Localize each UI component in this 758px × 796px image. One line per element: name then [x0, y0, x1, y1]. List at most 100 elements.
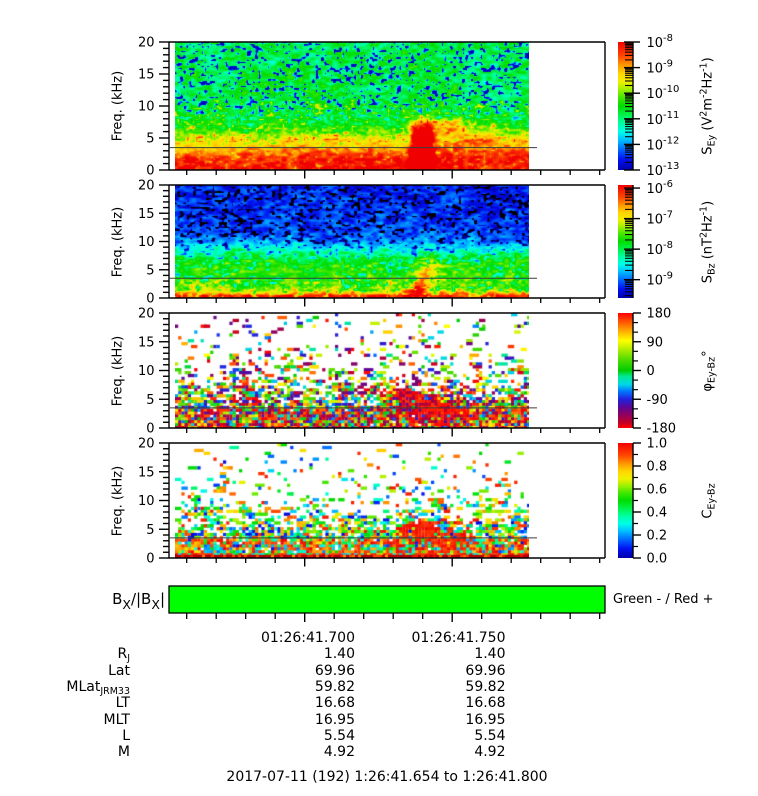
ephemeris-value: 5.54: [474, 728, 506, 745]
text-segment: C: [700, 508, 716, 519]
text-segment: MLT: [103, 711, 130, 728]
text-superscript: 2: [698, 231, 710, 238]
text-subscript: JRM33: [100, 686, 130, 697]
text-segment: Lat: [108, 662, 130, 679]
freq-tick-label: 20: [138, 36, 155, 51]
footer-date-range: 2017-07-11 (192) 1:26:41.654 to 1:26:41.…: [226, 769, 548, 785]
ephemeris-value: 16.68: [314, 695, 355, 712]
colorbar-tick-label: 10-6: [647, 179, 674, 197]
colorbar-tick-label: 10-12: [647, 135, 680, 153]
ephemeris-value: 59.82: [465, 679, 506, 695]
colorbar-phase: [618, 313, 633, 428]
freq-tick-label: 20: [138, 307, 155, 322]
text-segment: S: [700, 146, 716, 155]
freq-tick-label: 20: [138, 179, 155, 194]
colorbar-unit-label-coh: CEy-Bz: [700, 482, 718, 519]
bx-bar-legend: Green - / Red +: [613, 591, 714, 607]
text-segment: S: [700, 274, 716, 283]
y-axis-title: Freq. (kHz): [110, 335, 126, 406]
freq-tick-label: 5: [146, 263, 154, 278]
colorbar-tick-label: 10-9: [647, 59, 674, 77]
freq-tick-label: 0: [146, 422, 154, 437]
colorbar-sbz: [618, 185, 633, 298]
freq-tick-label: 10: [138, 494, 155, 509]
text-segment: °: [700, 349, 716, 357]
text-superscript: 2: [698, 110, 710, 117]
spectrogram-canvas-coherence: [175, 443, 529, 558]
text-segment: |: [159, 590, 165, 608]
text-segment: Hz: [700, 71, 716, 89]
colorbar-tick-label: 10-9: [647, 271, 674, 289]
y-axis-title: Freq. (kHz): [110, 206, 126, 277]
text-subscript: J: [127, 653, 130, 665]
colorbar-unit-label-sbz: SBz (nT2Hz-1): [698, 200, 718, 283]
ephemeris-row-label: MLT: [20, 712, 130, 728]
text-subscript: Ey-Bz: [706, 356, 718, 383]
text-segment: L: [122, 728, 130, 745]
ephemeris-row-label: Lat: [20, 663, 130, 679]
ephemeris-row-label: MLatJRM33: [20, 679, 130, 697]
colorbar-tick-label: 0.0: [647, 552, 668, 567]
colorbar-tick-label: 10-7: [647, 210, 674, 228]
ephemeris-value: 1.40: [323, 646, 355, 663]
ephemeris-row-label: M: [20, 744, 130, 760]
colorbar-tick-label: 0.6: [647, 483, 668, 498]
colorbar-tick-label: 0.2: [647, 529, 668, 544]
text-superscript: -1: [698, 62, 710, 72]
text-segment: R: [117, 646, 128, 663]
freq-tick-label: 10: [138, 100, 155, 115]
text-segment: LT: [115, 695, 130, 712]
colorbar-tick-label: 0.4: [647, 506, 668, 521]
text-superscript: -2: [698, 88, 710, 98]
spectrogram-canvas-phase: [175, 313, 529, 428]
text-segment: M: [117, 744, 130, 761]
freq-tick-label: 5: [146, 523, 154, 538]
colorbar-sey: [618, 42, 633, 170]
ephemeris-value: 5.54: [323, 728, 355, 745]
ephemeris-value: 16.95: [465, 711, 506, 728]
text-segment: φ: [700, 382, 716, 392]
time-tick-label: 01:26:41.700: [260, 630, 355, 646]
ephemeris-row-label: RJ: [20, 646, 130, 665]
colorbar-tick-label: 0.8: [647, 460, 668, 475]
freq-tick-label: 5: [146, 132, 154, 147]
text-segment: ): [700, 200, 716, 206]
ephemeris-value: 59.82: [314, 679, 355, 695]
colorbar-tick-label: 0: [647, 364, 655, 379]
colorbar-coherence: [618, 443, 633, 558]
bx-bar-label: BX/|BX|: [85, 590, 165, 610]
colorbar-unit-label-sey: SEy (V2m-2Hz-1): [698, 57, 718, 155]
text-segment: (V: [700, 116, 716, 135]
y-axis-title: Freq. (kHz): [110, 70, 126, 142]
colorbar-tick-label: 10-8: [647, 33, 674, 51]
freq-tick-label: 15: [138, 207, 155, 222]
text-subscript: Ey-Bz: [706, 482, 718, 509]
ephemeris-row-label: LT: [20, 695, 130, 711]
text-superscript: -1: [698, 205, 710, 215]
freq-tick-label: 15: [138, 68, 155, 83]
spectrogram-canvas-sey: [175, 42, 529, 170]
ephemeris-value: 16.68: [465, 695, 506, 712]
colorbar-tick-label: 10-8: [647, 240, 674, 258]
time-tick-label: 01:26:41.750: [411, 630, 506, 646]
text-segment: MLat: [66, 679, 101, 695]
text-segment: m: [700, 97, 716, 111]
colorbar-tick-label: 10-13: [647, 161, 680, 179]
colorbar-tick-label: -90: [647, 393, 668, 408]
freq-tick-label: 0: [146, 164, 154, 179]
ephemeris-value: 69.96: [465, 662, 506, 679]
freq-tick-label: 0: [146, 552, 154, 567]
colorbar-tick-label: 10-11: [647, 110, 680, 128]
spectrogram-canvas-sbz: [175, 185, 529, 298]
colorbar-tick-label: 1.0: [647, 437, 668, 452]
freq-tick-label: 15: [138, 465, 155, 480]
text-segment: B: [112, 590, 123, 608]
freq-tick-label: 5: [146, 393, 154, 408]
ephemeris-value: 4.92: [323, 744, 355, 761]
y-axis-title: Freq. (kHz): [110, 465, 126, 536]
freq-tick-label: 20: [138, 437, 155, 452]
colorbar-tick-label: 90: [647, 335, 664, 350]
ephemeris-value: 1.40: [474, 646, 506, 663]
